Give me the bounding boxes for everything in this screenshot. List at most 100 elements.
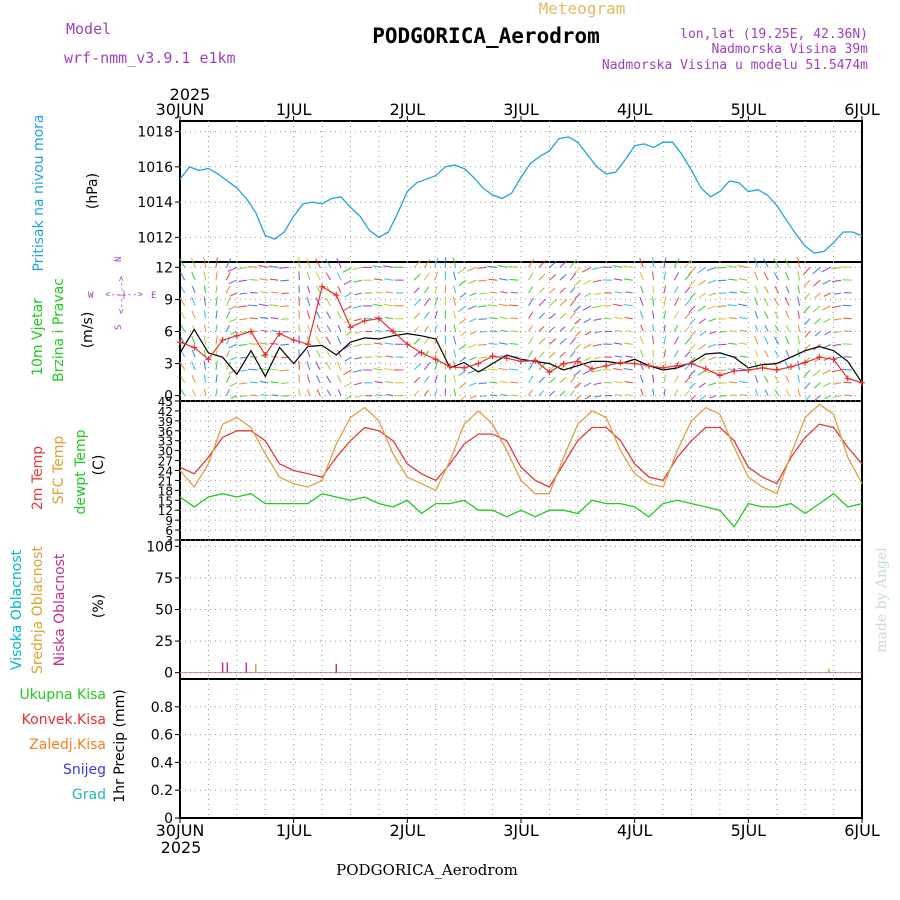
wind-arrow xyxy=(591,266,602,271)
wind-arrow xyxy=(459,318,467,325)
wind-arrow xyxy=(707,305,717,310)
wind-title-2: Brzina i Pravac xyxy=(51,278,67,382)
wind-arrow xyxy=(673,325,679,332)
wind-arrow xyxy=(479,330,487,333)
wind-arrow xyxy=(453,310,457,319)
wind-arrow xyxy=(804,292,811,300)
wind-arrow xyxy=(203,310,207,319)
wind-arrow xyxy=(640,285,644,294)
wind-arrow xyxy=(688,343,696,352)
wind-arrow xyxy=(228,369,238,375)
wind-arrow xyxy=(624,342,633,345)
wind-arrow xyxy=(688,266,696,275)
wind-arrow xyxy=(797,285,801,294)
wind-arrow xyxy=(179,297,186,307)
wind-arrow xyxy=(613,278,623,281)
wind-arrow xyxy=(452,360,457,371)
wind-arrow xyxy=(423,272,430,281)
y-tick-label: 25 xyxy=(155,634,173,650)
dewpt-line xyxy=(179,492,863,528)
gust-marker xyxy=(390,328,397,335)
wind-arrow xyxy=(225,324,230,332)
gust-marker xyxy=(787,363,794,370)
wind-arrow xyxy=(574,318,582,325)
y-tick-label: 42 xyxy=(158,405,173,419)
wind-arrow xyxy=(306,271,311,281)
product-title: Meteogram xyxy=(539,0,626,18)
wind-arrow xyxy=(584,292,592,298)
gust-marker xyxy=(617,359,624,366)
legend-snow: Snijeg xyxy=(63,762,106,778)
wind-arrow xyxy=(413,273,421,281)
wind-arrow xyxy=(569,362,577,371)
x-tick-label-top: 5JUL xyxy=(731,100,767,119)
wind-arrow xyxy=(458,305,467,312)
y-tick-label: 27 xyxy=(158,455,173,469)
wind-arrow xyxy=(698,318,707,324)
x-tick-label-bottom: 5JUL xyxy=(731,821,767,840)
wind-arrow xyxy=(698,279,707,286)
gust-marker xyxy=(844,375,851,382)
wind-arrow xyxy=(215,257,218,268)
wind-arrow xyxy=(824,395,831,400)
credit-text: made by Angel xyxy=(874,547,890,653)
wind-arrow xyxy=(215,374,218,383)
wind-arrow xyxy=(623,303,633,307)
wind-arrow xyxy=(663,335,667,345)
wind-arrow xyxy=(478,318,487,321)
wind-arrow xyxy=(528,325,533,332)
wind-arrow xyxy=(689,318,696,325)
gust-marker xyxy=(589,365,596,372)
wind-arrow xyxy=(499,316,508,320)
wind-arrow xyxy=(688,279,696,287)
wind-arrow xyxy=(249,381,258,384)
x-tick-label-bottom: 1JUL xyxy=(276,821,312,840)
wind-arrow xyxy=(639,310,644,319)
wind-arrow xyxy=(663,296,667,306)
wind-arrow xyxy=(812,369,821,377)
wind-arrow xyxy=(574,382,582,389)
wind-arrow xyxy=(316,350,321,358)
wind-arrow xyxy=(842,304,852,307)
wind-arrow xyxy=(803,343,811,352)
footer-station: PODGORICA_Aerodrom xyxy=(336,861,518,879)
legend-hail: Grad xyxy=(72,787,106,803)
wind-arrow xyxy=(573,305,582,313)
wind-arrow xyxy=(538,351,545,358)
temp-title-3: dewpt Temp xyxy=(73,429,89,514)
wind-arrow xyxy=(717,279,727,282)
wind-arrow xyxy=(434,388,438,396)
wind-arrow xyxy=(569,259,577,268)
y-tick-label: 9 xyxy=(165,514,173,528)
wind-arrow xyxy=(697,266,707,274)
wind-arrow xyxy=(478,279,487,282)
wind-arrow xyxy=(452,257,457,268)
wind-arrow xyxy=(190,257,196,268)
wind-arrow xyxy=(306,296,311,307)
wind-arrow xyxy=(180,389,186,396)
wind-arrow xyxy=(423,286,430,294)
y-tick-label: 21 xyxy=(158,474,173,488)
gust-marker xyxy=(304,341,311,348)
wind-arrow xyxy=(203,271,207,281)
wind-arrow xyxy=(258,367,269,371)
wind-arrow xyxy=(248,304,258,307)
elevation-text: Nadmorska Visina 39m xyxy=(711,42,868,57)
y-tick-label: 0.2 xyxy=(151,783,173,799)
wind-arrow xyxy=(814,395,821,401)
wind-arrow xyxy=(797,296,801,306)
wind-arrow xyxy=(833,292,842,295)
wind-arrow xyxy=(343,343,352,350)
gust-marker xyxy=(347,324,354,331)
wind-arrow xyxy=(728,317,738,320)
wind-arrow xyxy=(663,271,667,281)
wind-arrow xyxy=(248,278,258,281)
wind-arrow xyxy=(344,382,352,388)
x-tick-label-top: 30JUN xyxy=(156,100,205,119)
wind-arrow xyxy=(326,311,332,319)
wind-arrow xyxy=(434,271,439,281)
wind-arrow xyxy=(754,296,759,307)
gust-marker xyxy=(759,364,766,371)
wind-title-1: 10m Vjetar xyxy=(30,298,46,376)
wind-arrow xyxy=(773,297,780,307)
